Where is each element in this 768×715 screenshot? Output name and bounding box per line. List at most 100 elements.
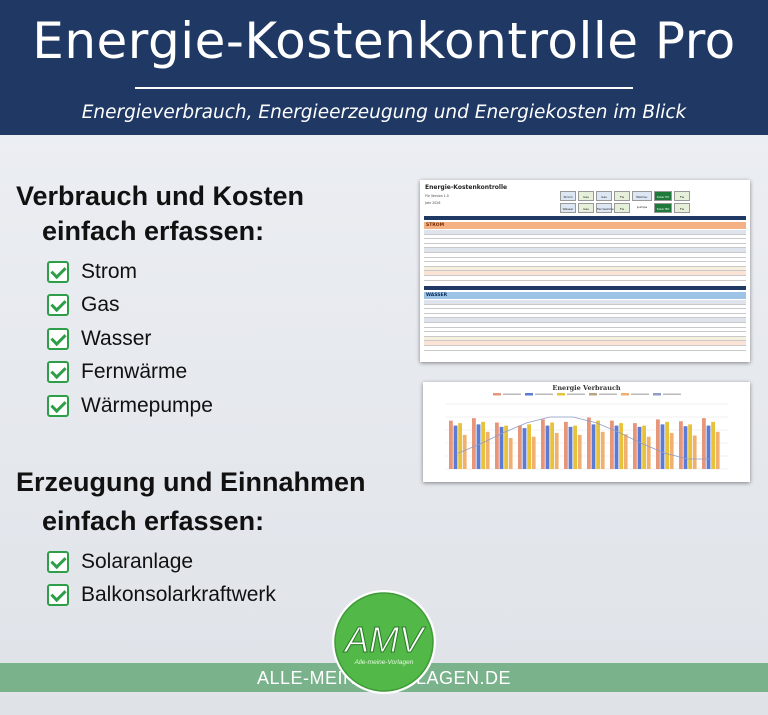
checklist-label: Fernwärme (81, 360, 188, 384)
table-row (424, 244, 746, 249)
chart-bar (481, 421, 485, 469)
table-row (424, 239, 746, 244)
nav-cell: Strom (560, 191, 576, 201)
table-row (424, 230, 746, 235)
table-row (424, 309, 746, 314)
logo-text: AMV (343, 619, 426, 660)
chart-bar (568, 426, 573, 469)
chart-bar (596, 420, 600, 469)
chart-bar (637, 426, 642, 469)
table-row (424, 253, 746, 258)
chart-bars (449, 417, 720, 469)
table-row (424, 323, 746, 328)
chart-bar (462, 434, 467, 469)
chart-bar (591, 424, 596, 469)
section-generation-title-line1: Erzeugung und Einnahmen (16, 467, 366, 497)
checklist-label: Strom (81, 259, 138, 283)
generation-checklist: Solaranlage Balkonsolarkraftwerk (47, 545, 276, 612)
chart-bar (692, 435, 697, 469)
chart-bar (522, 428, 527, 469)
chart-bar (614, 425, 619, 469)
chart-bar (495, 422, 499, 469)
checklist-label: Wärmepumpe (81, 393, 213, 417)
legend-label (567, 393, 585, 395)
checklist-item-strom: Strom (47, 255, 213, 289)
spreadsheet-nav-grid: Strom Gas Gas Fw Wärme-pumpe Solar PV Fw… (560, 191, 710, 213)
chart-bar (554, 433, 559, 469)
checkmark-icon (47, 584, 69, 607)
legend-label (503, 393, 521, 395)
amv-logo: AMV Alle-meine-Vorlagen (332, 590, 436, 694)
legend-label (663, 393, 681, 395)
nav-cell: Wärme-pumpe (632, 191, 652, 209)
table-row (424, 271, 746, 276)
legend-swatch (653, 393, 661, 396)
legend-swatch (621, 393, 629, 396)
nav-cell: Fw (614, 191, 630, 201)
checklist-item-solaranlage: Solaranlage (47, 545, 276, 579)
chart-bar (633, 423, 637, 469)
chart-bar (453, 425, 458, 469)
checklist-label: Gas (81, 293, 120, 317)
chart-bar (642, 425, 646, 469)
table-row (424, 332, 746, 337)
legend-label (599, 393, 617, 395)
legend-swatch (493, 393, 501, 396)
chart-line (457, 416, 711, 460)
legend-swatch (589, 393, 597, 396)
chart-bar (449, 420, 453, 469)
chart-bar (472, 418, 476, 469)
checkmark-icon (47, 327, 69, 350)
chart-bar (619, 423, 623, 469)
chart-bar (577, 434, 582, 469)
checkmark-icon (47, 294, 69, 317)
chart-legend (493, 393, 681, 396)
checklist-item-gas: Gas (47, 289, 213, 323)
chart-bar (683, 426, 688, 469)
chart-bar (504, 425, 508, 469)
chart-bar (550, 422, 554, 469)
table-row (424, 262, 746, 267)
chart-bar (573, 425, 577, 469)
sheet-divider (424, 286, 746, 290)
nav-cell: Wasser (560, 203, 576, 213)
table-row (424, 266, 746, 272)
nav-cell: Fw (674, 191, 690, 201)
legend-swatch (525, 393, 533, 396)
nav-cell: Fernwärme (596, 203, 614, 213)
table-row (424, 336, 746, 342)
spreadsheet-version: Für Version 1.0 (425, 194, 449, 198)
energy-chart: Energie Verbrauch (445, 384, 728, 470)
chart-bar (646, 436, 651, 469)
table-row (424, 248, 746, 253)
page-subtitle: Energieverbrauch, Energieerzeugung und E… (81, 102, 687, 123)
chart-bar (476, 424, 481, 469)
chart-bar (702, 418, 706, 469)
table-row (424, 235, 746, 240)
logo-subtext: Alle-meine-Vorlagen (354, 659, 414, 666)
table-row (424, 300, 746, 305)
page-title: Energie-Kostenkontrolle Pro (32, 12, 736, 70)
checklist-item-wasser: Wasser (47, 322, 213, 356)
chart-bar (508, 438, 513, 469)
table-row (424, 318, 746, 323)
checkmark-icon (47, 260, 69, 283)
table-row (424, 258, 746, 263)
chart-bar (679, 421, 683, 469)
nav-cell: Solar PV (654, 191, 672, 201)
header-banner: Energie-Kostenkontrolle Pro Energieverbr… (0, 0, 768, 135)
spreadsheet-year: Jahr 2026 (425, 201, 441, 205)
spreadsheet-title: Energie-Kostenkontrolle (425, 184, 508, 191)
section-consumption-title-line1: Verbrauch und Kosten (16, 181, 305, 211)
table-row (424, 328, 746, 333)
chart-bar (715, 431, 720, 469)
spreadsheet-preview: Energie-Kostenkontrolle Für Version 1.0 … (420, 180, 750, 362)
chart-bar (660, 424, 665, 469)
chart-bar (623, 434, 628, 469)
chart-bar (688, 424, 692, 469)
table-row (424, 314, 746, 319)
chart-bar (587, 417, 591, 469)
nav-cell: Gas (596, 191, 612, 201)
chart-bar (600, 431, 605, 469)
checklist-item-fernwaerme: Fernwärme (47, 356, 213, 390)
